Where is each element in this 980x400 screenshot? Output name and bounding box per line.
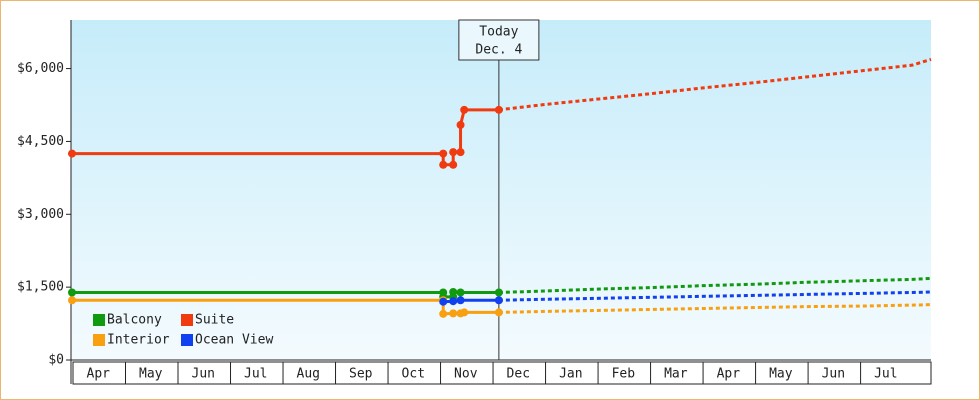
legend-swatch <box>181 334 193 346</box>
today-label: Today <box>479 25 518 40</box>
point <box>449 160 458 169</box>
legend-label: Suite <box>195 313 234 328</box>
point <box>494 288 503 297</box>
point <box>439 297 448 306</box>
forecast-line <box>498 276 932 294</box>
point <box>439 149 448 158</box>
legend-label: Ocean View <box>195 333 273 348</box>
point <box>456 120 465 129</box>
x-tick-label: Sep <box>349 367 373 382</box>
x-tick-label: May <box>769 367 793 382</box>
y-tick-label: $6,000 <box>17 61 64 76</box>
legend-swatch <box>93 334 105 346</box>
point <box>449 309 458 318</box>
today-box <box>458 19 540 61</box>
x-tick-label: Apr <box>87 367 111 382</box>
point <box>439 160 448 169</box>
point <box>456 296 465 305</box>
point <box>460 105 469 114</box>
legend-label: Interior <box>107 333 170 348</box>
x-tick-label: Jun <box>822 367 845 382</box>
legend-swatch <box>181 314 193 326</box>
forecast-line <box>498 290 932 302</box>
forecast-line <box>498 303 932 314</box>
point <box>456 288 465 297</box>
x-tick-label: Jun <box>192 367 215 382</box>
forecast-line <box>498 57 932 112</box>
point <box>439 309 448 318</box>
today-label: Dec. 4 <box>475 43 522 58</box>
point <box>68 288 76 297</box>
point <box>68 296 76 305</box>
x-tick-label: Nov <box>454 367 478 382</box>
point <box>494 105 503 114</box>
point <box>494 296 503 305</box>
point <box>449 297 458 306</box>
point <box>449 288 458 296</box>
y-tick-label: $1,500 <box>17 280 64 295</box>
x-tick-label: Aug <box>297 367 320 382</box>
y-tick-label: $0 <box>48 353 64 368</box>
legend-swatch <box>93 314 105 326</box>
point <box>456 148 465 157</box>
x-tick-label: Mar <box>664 367 688 382</box>
plot-area <box>71 20 931 360</box>
legend-label: Balcony <box>107 313 162 328</box>
point <box>449 148 458 157</box>
x-tick-label: Jul <box>874 367 897 382</box>
x-tick-label: Apr <box>717 367 741 382</box>
x-tick-label: Dec <box>507 367 530 382</box>
y-tick-label: $4,500 <box>17 134 64 149</box>
x-tick-label: May <box>139 367 163 382</box>
x-tick-label: Jan <box>559 367 582 382</box>
y-tick-label: $3,000 <box>17 207 64 222</box>
x-tick-label: Feb <box>612 367 636 382</box>
point <box>68 149 76 158</box>
point <box>494 308 503 317</box>
point <box>460 308 469 317</box>
x-tick-label: Oct <box>402 367 425 382</box>
x-tick-label: Jul <box>244 367 267 382</box>
